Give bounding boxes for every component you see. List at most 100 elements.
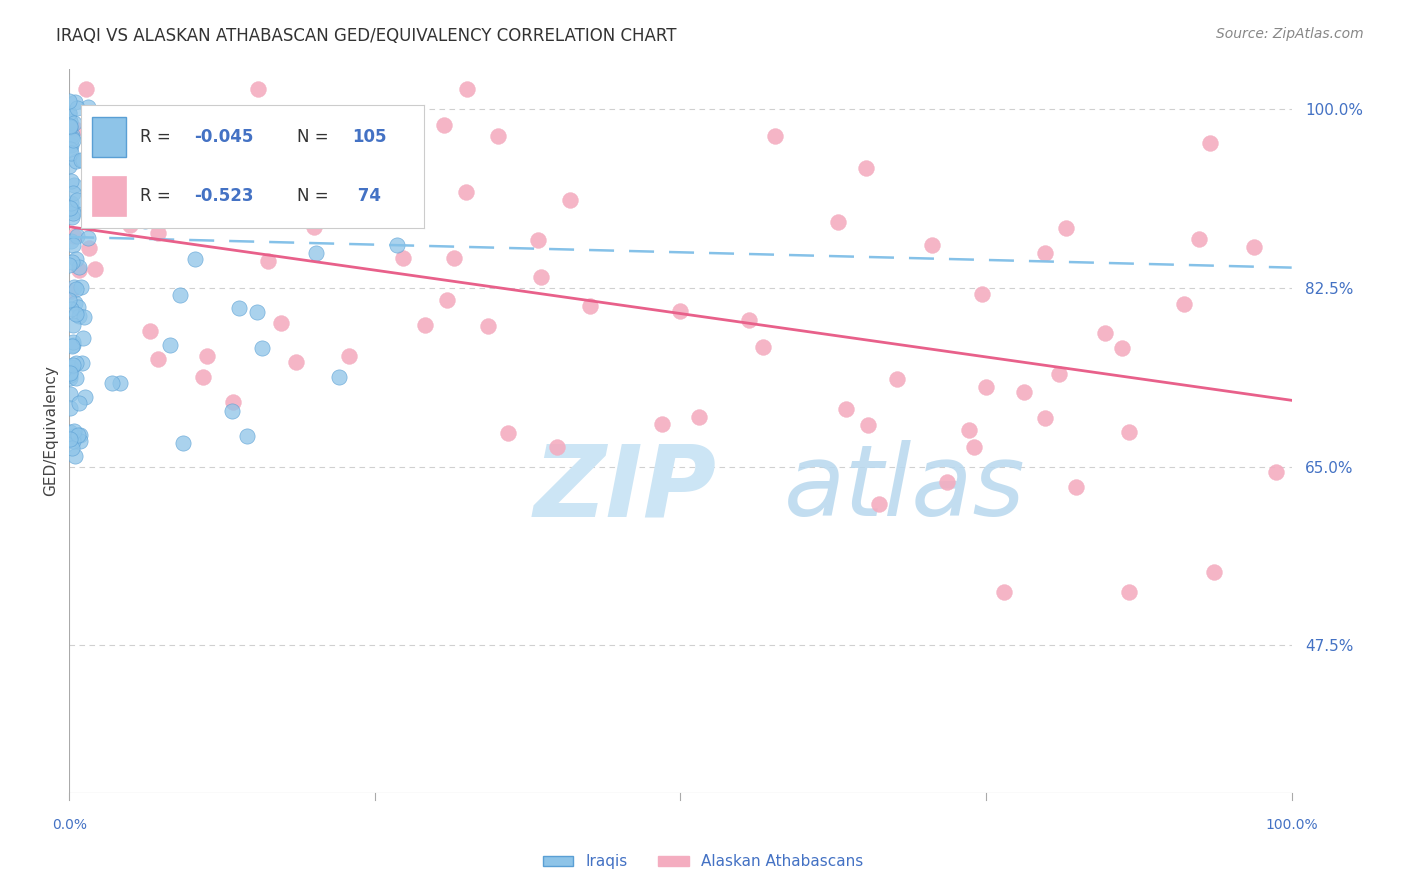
Point — [63, 228, 86, 243]
Point — [84, 261, 107, 276]
Point — [1033, 246, 1056, 260]
Point — [58, 293, 80, 307]
Point — [63, 178, 86, 192]
Point — [59, 425, 82, 439]
Point — [63, 280, 86, 294]
Point — [221, 404, 243, 418]
Point — [211, 142, 233, 156]
Point — [486, 129, 509, 144]
Point — [58, 159, 80, 173]
Point — [65, 153, 87, 168]
Point — [59, 401, 82, 416]
Point — [59, 371, 82, 385]
Point — [385, 238, 408, 252]
Point — [62, 424, 84, 438]
Point — [63, 449, 86, 463]
Point — [337, 349, 360, 363]
Point — [127, 136, 149, 150]
Point — [373, 145, 395, 160]
Point — [886, 372, 908, 386]
Point — [738, 312, 761, 326]
Point — [1199, 136, 1222, 151]
Point — [58, 119, 80, 133]
Point — [433, 118, 456, 132]
Point — [77, 230, 100, 244]
Point — [957, 424, 980, 438]
Point — [191, 369, 214, 384]
Point — [413, 318, 436, 333]
Point — [69, 434, 91, 449]
Point — [60, 254, 83, 268]
Point — [169, 288, 191, 302]
Point — [752, 340, 775, 354]
Point — [62, 237, 84, 252]
Point — [62, 338, 84, 352]
Point — [139, 324, 162, 338]
Point — [436, 293, 458, 308]
Point — [62, 318, 84, 332]
Point — [76, 82, 98, 96]
Point — [856, 418, 879, 433]
Point — [77, 241, 100, 255]
Point — [60, 301, 83, 316]
Point — [59, 367, 82, 381]
Point — [77, 100, 100, 114]
Point — [72, 331, 94, 345]
Point — [669, 303, 692, 318]
Point — [159, 338, 181, 352]
Point — [827, 215, 849, 229]
Point — [80, 118, 103, 132]
Point — [1033, 411, 1056, 425]
Point — [391, 252, 413, 266]
Point — [688, 410, 710, 425]
Point — [65, 307, 87, 321]
Point — [375, 192, 398, 206]
Point — [59, 115, 82, 129]
Point — [247, 82, 270, 96]
Point — [1094, 326, 1116, 341]
Point — [63, 429, 86, 443]
Point — [59, 365, 82, 379]
Point — [1012, 384, 1035, 399]
Point — [58, 105, 80, 120]
Point — [65, 282, 87, 296]
Point — [183, 252, 205, 267]
Point — [60, 128, 83, 142]
Point — [60, 131, 83, 145]
Point — [60, 441, 83, 455]
Point — [456, 82, 478, 96]
Point — [172, 436, 194, 450]
Point — [195, 349, 218, 363]
Point — [67, 396, 90, 410]
Point — [330, 210, 353, 224]
Point — [108, 376, 131, 390]
Point — [546, 440, 568, 454]
Point — [62, 205, 84, 219]
Point — [146, 226, 169, 240]
Point — [66, 193, 89, 207]
Point — [58, 105, 80, 120]
Point — [67, 309, 90, 323]
Point — [270, 317, 292, 331]
Point — [228, 301, 250, 315]
Point — [62, 434, 84, 449]
Point — [1118, 585, 1140, 599]
Point — [62, 186, 84, 201]
Point — [59, 359, 82, 374]
Point — [868, 497, 890, 511]
Point — [86, 137, 108, 152]
Point — [101, 376, 124, 390]
Point — [58, 118, 80, 132]
Point — [62, 204, 84, 219]
Y-axis label: GED/Equivalency: GED/Equivalency — [44, 366, 58, 496]
Point — [302, 220, 325, 235]
Point — [58, 94, 80, 108]
Point — [59, 142, 82, 156]
Point — [560, 193, 582, 207]
Point — [60, 339, 83, 353]
Point — [62, 334, 84, 349]
Point — [921, 238, 943, 252]
Point — [93, 189, 115, 203]
Point — [970, 286, 993, 301]
Point — [72, 153, 94, 167]
